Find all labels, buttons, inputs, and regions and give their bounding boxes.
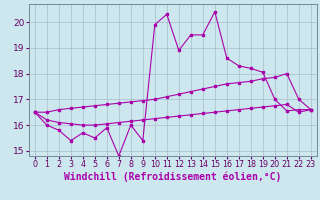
X-axis label: Windchill (Refroidissement éolien,°C): Windchill (Refroidissement éolien,°C) — [64, 172, 282, 182]
